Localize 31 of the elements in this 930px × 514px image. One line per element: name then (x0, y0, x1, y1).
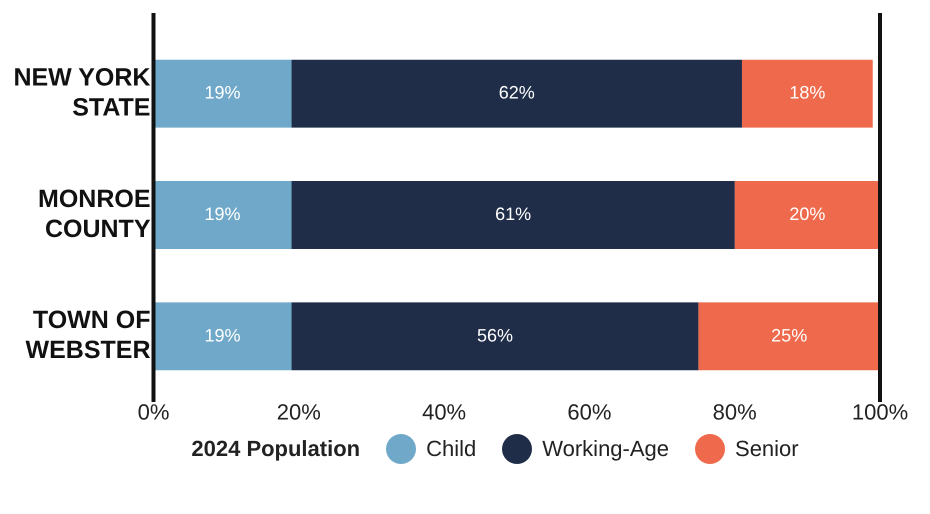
data-label: 19% (204, 325, 241, 346)
data-label: 18% (789, 82, 826, 103)
legend-label: Senior (735, 436, 799, 462)
legend-title: 2024 Population (191, 436, 360, 462)
data-label: 19% (204, 204, 241, 224)
x-tick-label: 40% (422, 399, 466, 424)
y-tick-label: NEW YORK STATE (13, 64, 150, 122)
data-label: 25% (771, 325, 808, 346)
x-tick-label: 0% (138, 399, 170, 424)
bar (734, 181, 880, 249)
x-tick-label: 60% (567, 399, 612, 424)
x-tick-label: 80% (712, 399, 757, 424)
data-label: 19% (204, 82, 241, 103)
bar (154, 181, 292, 249)
bar (292, 181, 735, 249)
data-label: 56% (476, 325, 513, 346)
x-tick-label: 20% (276, 399, 321, 424)
data-label: 61% (495, 204, 532, 224)
bar (154, 302, 292, 370)
bar (742, 60, 873, 128)
x-tick-label: 100% (852, 399, 908, 424)
bar (292, 60, 742, 128)
bar (154, 60, 292, 128)
bar (292, 302, 698, 370)
bar (698, 302, 880, 370)
legend-label: Child (426, 436, 476, 462)
data-label: 62% (498, 82, 535, 103)
y-tick-label: MONROE COUNTY (38, 184, 151, 243)
y-tick-label: TOWN OF WEBSTER (26, 306, 150, 364)
data-label: 20% (789, 204, 826, 224)
legend-label: Working-Age (542, 436, 670, 462)
